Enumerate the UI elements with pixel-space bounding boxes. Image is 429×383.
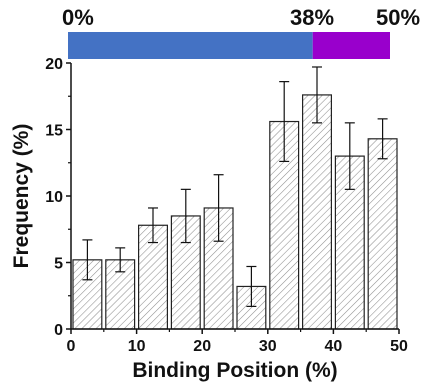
- y-tick-label: 10: [45, 189, 63, 206]
- x-tick-label: 50: [390, 338, 408, 355]
- position-label-start: 0%: [62, 5, 94, 30]
- y-axis-label: Frequency (%): [10, 124, 33, 269]
- y-tick-label: 5: [54, 256, 63, 273]
- position-segment-38-50: [312, 32, 390, 59]
- x-axis-label: Binding Position (%): [132, 359, 337, 382]
- position-label-end: 50%: [376, 5, 420, 30]
- position-segment-0-38: [68, 32, 313, 59]
- y-tick-label: 0: [54, 322, 63, 339]
- bar: [302, 94, 333, 330]
- error-bar: [312, 66, 322, 124]
- position-label-split: 38%: [290, 5, 334, 30]
- x-tick-label: 10: [128, 338, 146, 355]
- position-bar: 0% 38% 50%: [62, 5, 420, 59]
- error-bar: [344, 122, 355, 190]
- x-tick-label: 30: [259, 338, 277, 355]
- error-bar: [180, 188, 191, 244]
- error-bar: [213, 174, 224, 242]
- x-tick-label: 20: [193, 338, 211, 355]
- x-tick-label: 0: [67, 338, 76, 355]
- x-ticks: 0 10 20 30 40 50: [67, 329, 408, 355]
- bar: [367, 138, 398, 330]
- error-bar: [279, 81, 290, 163]
- y-tick-label: 15: [45, 123, 63, 140]
- error-bar: [115, 247, 126, 273]
- y-tick-label: 20: [45, 56, 63, 73]
- error-bar: [246, 265, 257, 307]
- error-bar: [148, 207, 158, 244]
- bar: [170, 215, 201, 330]
- error-bars: [82, 66, 388, 307]
- x-tick-label: 40: [325, 338, 343, 355]
- error-bar: [377, 118, 388, 160]
- error-bar: [82, 239, 93, 281]
- y-ticks: 0 5 10 15 20: [45, 56, 71, 339]
- bars: [72, 94, 398, 330]
